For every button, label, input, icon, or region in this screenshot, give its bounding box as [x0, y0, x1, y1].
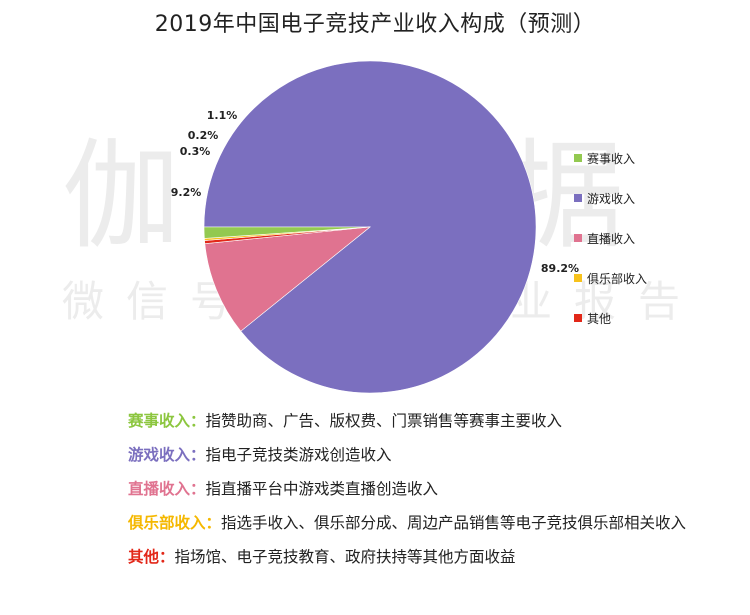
note-term: 俱乐部收入：: [128, 514, 222, 532]
legend-label: 俱乐部收入: [587, 271, 648, 286]
pie-data-label: 1.1%: [207, 109, 238, 122]
note-row: 赛事收入： 指赞助商、广告、版权费、门票销售等赛事主要收入: [128, 404, 688, 438]
legend-item: 其他: [574, 310, 647, 326]
definition-notes: 赛事收入： 指赞助商、广告、版权费、门票销售等赛事主要收入 游戏收入： 指电子竞技类游…: [128, 404, 688, 574]
note-row: 俱乐部收入： 指选手收入、俱乐部分成、周边产品销售等电子竞技俱乐部相关收入: [128, 506, 688, 540]
legend-label: 游戏收入: [587, 191, 636, 206]
legend-label: 其他: [587, 311, 612, 326]
note-definition: 指赞助商、广告、版权费、门票销售等赛事主要收入: [205, 412, 563, 430]
note-definition: 指选手收入、俱乐部分成、周边产品销售等电子竞技俱乐部相关收入: [221, 514, 687, 532]
note-definition: 指场馆、电子竞技教育、政府扶持等其他方面收益: [174, 548, 516, 566]
legend-item: 赛事收入: [574, 150, 647, 166]
note-term: 其他：: [128, 548, 175, 566]
note-row: 直播收入： 指直播平台中游戏类直播创造收入: [128, 472, 688, 506]
note-definition: 指直播平台中游戏类直播创造收入: [205, 480, 439, 498]
pie-data-label: 9.2%: [171, 186, 202, 199]
pie-chart: 89.2% 9.2% 0.3% 0.2% 1.1%: [171, 60, 579, 394]
legend-item: 俱乐部收入: [574, 270, 647, 286]
legend-item: 直播收入: [574, 230, 647, 246]
legend-item: 游戏收入: [574, 190, 647, 206]
pie-slice: [204, 226, 371, 332]
legend-swatch: [574, 234, 582, 242]
legend-label: 直播收入: [587, 231, 636, 246]
chart-legend: 赛事收入游戏收入直播收入俱乐部收入其他: [574, 150, 647, 350]
legend-label: 赛事收入: [587, 151, 636, 166]
note-term: 直播收入：: [128, 480, 206, 498]
note-definition: 指电子竞技类游戏创造收入: [205, 446, 392, 464]
chart-title: 2019年中国电子竞技产业收入构成（预测）: [154, 12, 596, 37]
pie-data-label: 0.2%: [188, 129, 219, 142]
note-term: 赛事收入：: [128, 412, 206, 430]
legend-swatch: [574, 274, 582, 282]
note-row: 游戏收入： 指电子竞技类游戏创造收入: [128, 438, 688, 472]
pie-data-label: 89.2%: [541, 262, 579, 275]
pie-slice: [203, 226, 371, 239]
legend-swatch: [574, 194, 582, 202]
note-term: 游戏收入：: [128, 446, 206, 464]
legend-swatch: [574, 154, 582, 162]
pie-data-label: 0.3%: [180, 145, 211, 158]
legend-swatch: [574, 314, 582, 322]
note-row: 其他： 指场馆、电子竞技教育、政府扶持等其他方面收益: [128, 540, 688, 574]
